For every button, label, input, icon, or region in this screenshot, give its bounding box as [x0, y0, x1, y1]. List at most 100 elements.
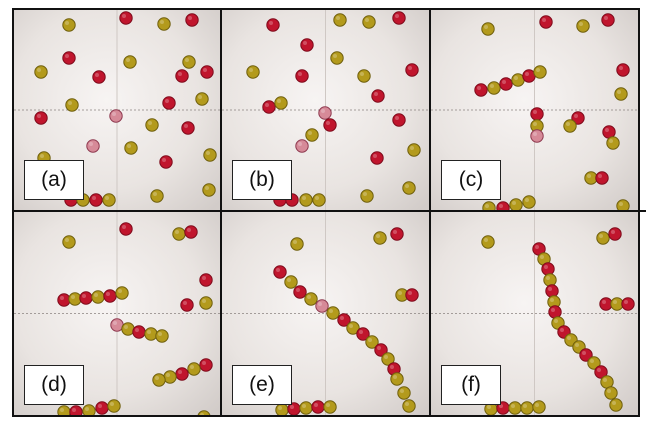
yellow-disc [202, 183, 216, 197]
disc-highlight [65, 21, 69, 25]
disc-highlight [318, 302, 322, 306]
red-disc [200, 65, 214, 79]
disc-highlight [490, 84, 494, 88]
disc-highlight [624, 300, 628, 304]
disc-highlight [373, 154, 377, 158]
red-disc [474, 83, 488, 97]
red-disc [616, 63, 630, 77]
red-disc [175, 367, 189, 381]
disc-highlight [542, 18, 546, 22]
disc-highlight [153, 192, 157, 196]
disc-highlight [202, 361, 206, 365]
yellow-disc [532, 400, 546, 414]
disc-highlight [178, 72, 182, 76]
disc-highlight [65, 238, 69, 242]
disc-highlight [72, 408, 76, 412]
red-disc [571, 111, 585, 125]
frame-right [638, 8, 640, 417]
red-disc [539, 15, 553, 29]
red-disc [184, 225, 198, 239]
disc-highlight [71, 295, 75, 299]
marked-disc [109, 109, 123, 123]
frame-left [12, 8, 14, 417]
disc-highlight [512, 201, 516, 205]
disc-highlight [613, 300, 617, 304]
disc-highlight [269, 21, 273, 25]
yellow-disc [124, 141, 138, 155]
disc-highlight [514, 76, 518, 80]
disc-highlight [308, 131, 312, 135]
disc-highlight [198, 95, 202, 99]
red-disc [300, 38, 314, 52]
yellow-disc [57, 405, 71, 415]
panel-e: (e) [222, 212, 429, 415]
disc-highlight [523, 404, 527, 408]
disc-highlight [85, 407, 89, 411]
disc-highlight [165, 99, 169, 103]
red-disc [132, 325, 146, 339]
disc-highlight [499, 204, 503, 208]
disc-highlight [95, 73, 99, 77]
yellow-disc [284, 275, 298, 289]
red-disc [95, 401, 109, 415]
panel-c-label: (c) [441, 160, 501, 200]
disc-highlight [187, 228, 191, 232]
red-disc [293, 285, 307, 299]
red-disc [119, 11, 133, 25]
yellow-disc [481, 22, 495, 36]
yellow-disc [360, 189, 374, 203]
disc-highlight [40, 154, 44, 158]
yellow-disc [616, 199, 630, 210]
disc-highlight [560, 328, 564, 332]
marked-disc [295, 139, 309, 153]
disc-highlight [124, 325, 128, 329]
panel-d: (d) [14, 212, 220, 415]
disc-highlight [405, 402, 409, 406]
panel-c: (c) [431, 10, 638, 210]
disc-highlight [178, 370, 182, 374]
red-disc [180, 298, 194, 312]
yellow-disc [157, 17, 171, 31]
disc-highlight [579, 22, 583, 26]
disc-highlight [202, 276, 206, 280]
disc-highlight [607, 389, 611, 393]
panel-a-label: (a) [24, 160, 84, 200]
yellow-disc [187, 362, 201, 376]
disc-highlight [535, 403, 539, 407]
yellow-disc [333, 13, 347, 27]
red-disc [79, 291, 93, 305]
disc-highlight [321, 109, 325, 113]
disc-highlight [363, 192, 367, 196]
disc-highlight [98, 404, 102, 408]
disc-highlight [484, 25, 488, 29]
disc-highlight [525, 198, 529, 202]
disc-highlight [604, 16, 608, 20]
disc-highlight [374, 92, 378, 96]
disc-highlight [290, 405, 294, 409]
red-disc [392, 113, 406, 127]
red-disc [181, 121, 195, 135]
disc-highlight [609, 139, 613, 143]
yellow-disc [407, 143, 421, 157]
red-disc [530, 107, 544, 121]
yellow-disc [330, 51, 344, 65]
disc-highlight [160, 20, 164, 24]
disc-highlight [349, 324, 353, 328]
disc-highlight [612, 401, 616, 405]
yellow-disc [68, 292, 82, 306]
disc-highlight [484, 238, 488, 242]
disc-highlight [112, 112, 116, 116]
yellow-disc [195, 92, 209, 106]
disc-highlight [183, 301, 187, 305]
yellow-disc [381, 352, 395, 366]
disc-highlight [92, 196, 96, 200]
red-disc [273, 265, 287, 279]
disc-highlight [598, 174, 602, 178]
red-disc [311, 400, 325, 414]
disc-highlight [377, 346, 381, 350]
disc-highlight [293, 240, 297, 244]
yellow-disc [274, 96, 288, 110]
disc-highlight [287, 278, 291, 282]
red-disc [199, 273, 213, 287]
